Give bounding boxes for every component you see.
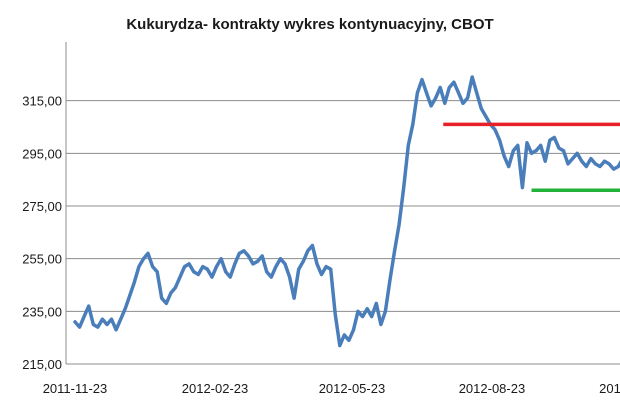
gridlines	[66, 100, 620, 365]
y-tick-label: 295,00	[22, 146, 62, 161]
y-axis: 215,00 235,00 255,00 275,00 295,00 315,00	[22, 42, 67, 372]
x-axis: 2011-11-23 2012-02-23 2012-05-23 2012-08-23…	[43, 363, 620, 396]
y-tick-label: 275,00	[22, 199, 62, 214]
chart-title: Kukurydza- kontrakty wykres kontynuacyjn…	[126, 16, 493, 33]
x-tick-label: 2012-08-23	[459, 381, 526, 396]
x-tick-label: 2012-02-23	[182, 381, 249, 396]
series-group	[73, 75, 620, 348]
x-tick-label: 2012-11-23	[599, 381, 620, 396]
series-line	[73, 75, 620, 348]
y-tick-label: 255,00	[22, 252, 62, 267]
x-tick-label: 2011-11-23	[43, 381, 108, 396]
y-tick-label: 215,00	[22, 357, 62, 372]
y-tick-label: 315,00	[22, 94, 62, 109]
x-tick-label: 2012-05-23	[319, 381, 386, 396]
y-tick-label: 235,00	[22, 304, 62, 319]
annotations	[443, 122, 620, 192]
